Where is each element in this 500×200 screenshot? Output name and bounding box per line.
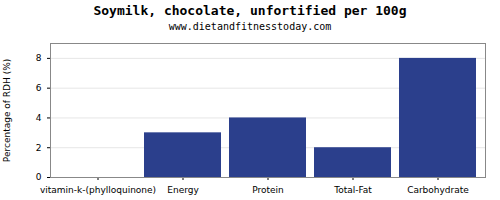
svg-text:8: 8 bbox=[36, 53, 42, 63]
svg-text:Total-Fat: Total-Fat bbox=[333, 185, 372, 195]
svg-text:0: 0 bbox=[36, 172, 42, 182]
svg-text:Percentage of RDH (%): Percentage of RDH (%) bbox=[2, 59, 12, 162]
svg-text:2: 2 bbox=[36, 143, 42, 153]
html-text:www.dietandfitnesstoday.com: www.dietandfitnesstoday.com bbox=[168, 21, 332, 32]
svg-text:Energy: Energy bbox=[167, 185, 199, 195]
html-text:Soymilk, chocolate, unfortifie: Soymilk, chocolate, unfortified per 100g bbox=[93, 3, 407, 18]
svg-text:Protein: Protein bbox=[252, 185, 284, 195]
svg-text:4: 4 bbox=[36, 113, 42, 123]
svg-text:vitamin-k-(phylloquinone): vitamin-k-(phylloquinone) bbox=[40, 185, 156, 195]
svg-text:6: 6 bbox=[36, 83, 42, 93]
svg-text:Carbohydrate: Carbohydrate bbox=[407, 185, 469, 195]
